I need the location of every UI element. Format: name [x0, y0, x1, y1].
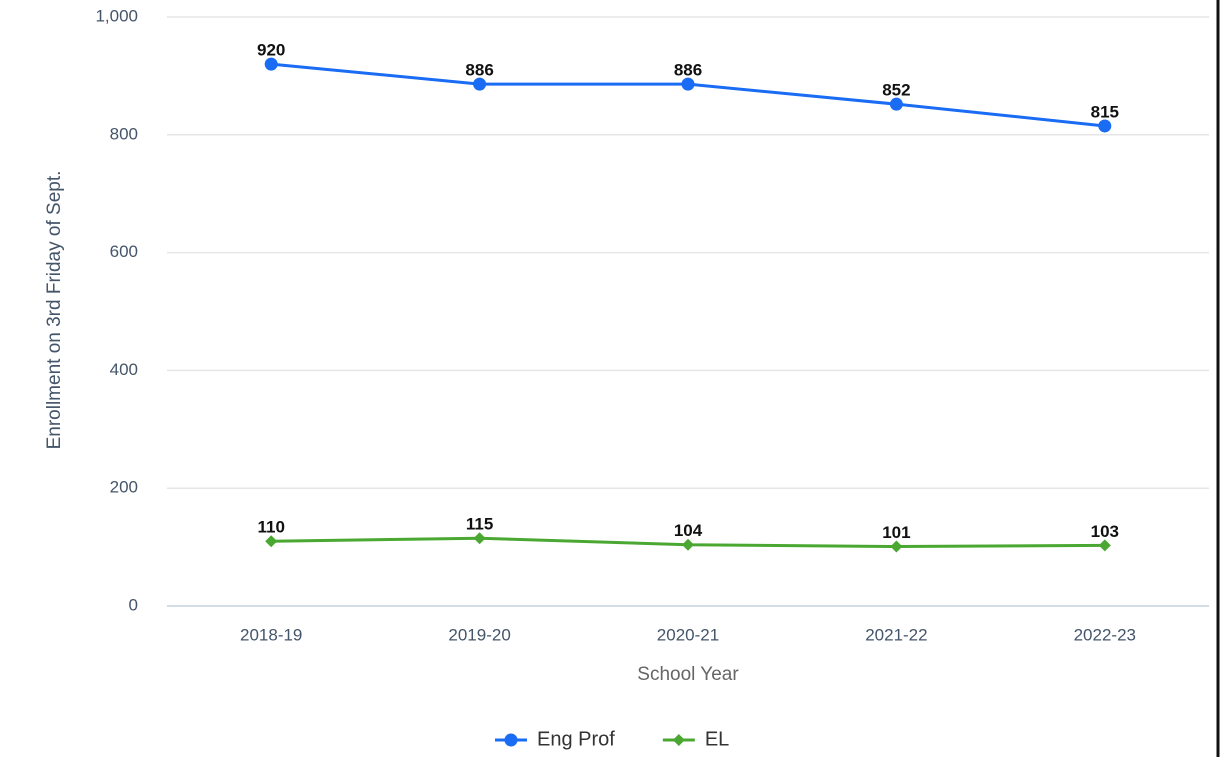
point: [1098, 539, 1111, 552]
y-tick-label: 600: [110, 242, 138, 261]
data-label: 920: [257, 41, 285, 60]
point: [265, 535, 278, 548]
point: [889, 97, 903, 111]
point: [890, 540, 903, 553]
y-tick-label: 1,000: [95, 6, 138, 25]
x-axis-title: School Year: [637, 664, 739, 685]
point: [682, 538, 694, 551]
point: [264, 57, 278, 71]
data-label: 815: [1091, 102, 1119, 121]
data-label: 101: [882, 523, 910, 542]
y-tick-label: 400: [110, 360, 138, 379]
point: [681, 77, 695, 91]
data-label: 115: [466, 515, 493, 534]
point: [1098, 119, 1112, 133]
data-label: 110: [257, 518, 284, 537]
x-tick-label: 2018-19: [240, 625, 302, 644]
data-label: 104: [674, 521, 703, 540]
data-label: 852: [882, 81, 910, 100]
data-label: 886: [674, 61, 702, 80]
point: [473, 77, 487, 91]
x-tick-label: 2019-20: [448, 625, 510, 644]
point: [473, 532, 486, 545]
x-tick-label: 2020-21: [657, 625, 719, 644]
x-tick-label: 2021-22: [865, 625, 927, 644]
legend-marker: [672, 734, 685, 746]
y-axis-title: Enrollment on 3rd Friday of Sept.: [44, 171, 65, 450]
x-tick-label: 2022-23: [1074, 625, 1136, 644]
data-label: 103: [1091, 522, 1119, 541]
y-tick-label: 800: [110, 124, 138, 143]
data-label: 886: [465, 61, 493, 80]
legend-label: EL: [705, 728, 729, 750]
y-tick-label: 200: [110, 478, 138, 497]
legend-marker: [504, 733, 518, 747]
y-tick-label: 0: [129, 595, 138, 614]
legend-label: Eng Prof: [537, 728, 615, 750]
